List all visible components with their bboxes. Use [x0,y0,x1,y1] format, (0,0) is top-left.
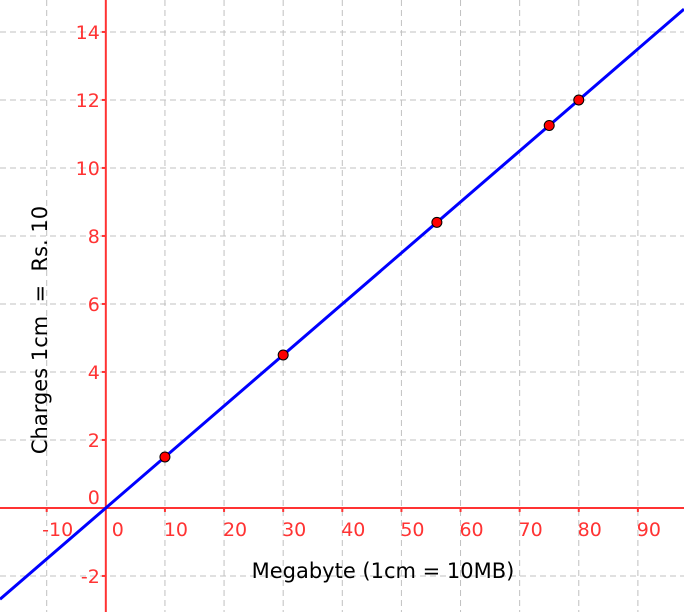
x-tick-label: 70 [519,519,543,541]
series-line [0,8,684,601]
data-point [573,94,585,106]
x-tick-label: 30 [282,519,306,541]
y-tick-label: 4 [88,362,100,384]
tick-labels: -10 0 10 20 30 40 50 60 70 80 90 -2 0 2 4 6 8 10 12 14 [42,22,661,588]
x-tick-label: 40 [341,519,365,541]
x-tick-label: 10 [164,519,188,541]
x-tick-label: 0 [112,519,124,541]
y-tick-label: 6 [88,294,100,316]
y-tick-label: 0 [88,487,100,509]
x-tick-label: 90 [637,519,661,541]
series [0,8,684,601]
x-tick-label: -10 [42,519,73,541]
y-tick-label: 14 [76,22,100,44]
x-tick-label: 20 [223,519,247,541]
data-point [159,451,171,463]
x-tick-label: 80 [578,519,602,541]
y-axis-label: Charges 1cm = Rs. 10 [28,206,52,454]
y-tick-label: 12 [76,90,100,112]
y-tick-label: 10 [76,158,100,180]
y-tick-label: 8 [88,226,100,248]
x-tick-label: 50 [400,519,424,541]
x-tick-label: 60 [459,519,483,541]
y-tick-label: -2 [81,566,100,588]
x-axis-label: Megabyte (1cm = 10MB) [252,559,515,583]
data-point [431,216,443,228]
data-point [277,349,289,361]
y-tick-label: 2 [88,430,100,452]
data-point [543,119,555,131]
